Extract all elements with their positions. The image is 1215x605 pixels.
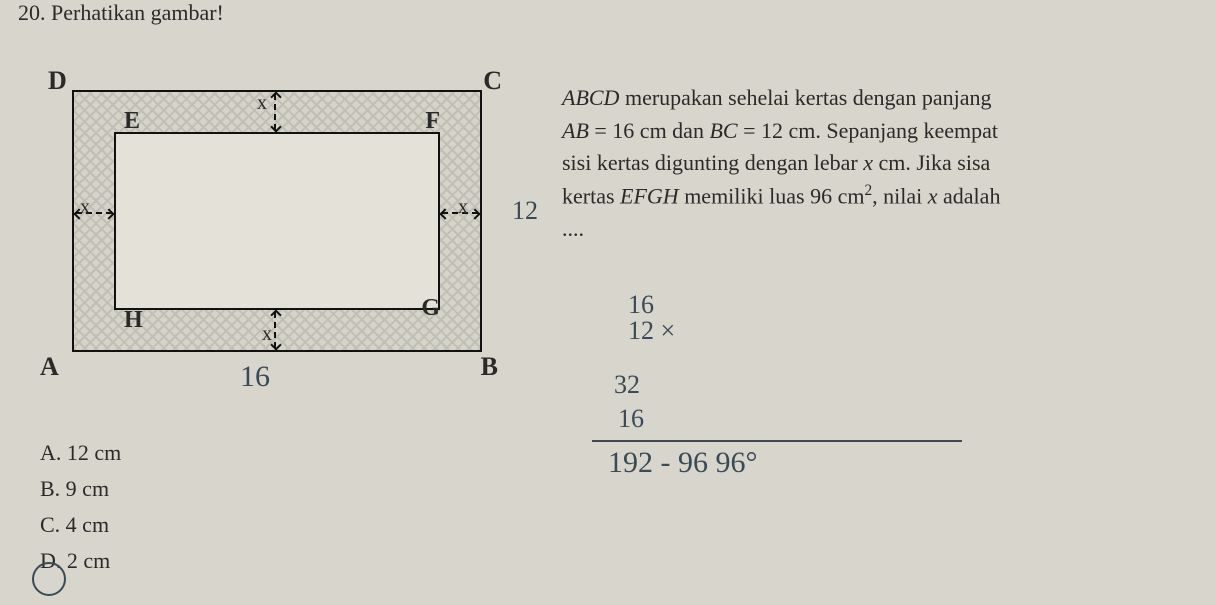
question-header: 20. Perhatikan gambar! — [18, 0, 224, 26]
hand-work-12x: 12 × — [628, 316, 675, 346]
hand-work-32: 32 — [614, 370, 640, 400]
problem-line1: ABCD ABCD merupakan sehelai kertas denga… — [562, 82, 1182, 115]
problem-text: ABCD ABCD merupakan sehelai kertas denga… — [562, 82, 1182, 245]
problem-line5: .... — [562, 213, 1182, 246]
option-b: B. 9 cm — [40, 476, 121, 502]
problem-line4: kertas EFGH memiliki luas 96 cm2, nilai … — [562, 180, 1182, 213]
x-bottom-label: x — [262, 323, 272, 346]
hand-right-12: 12 — [512, 196, 538, 226]
vertex-f: F — [425, 108, 440, 135]
option-a: A. 12 cm — [40, 440, 121, 466]
x-top-label: x — [257, 92, 267, 115]
options: A. 12 cm B. 9 cm C. 4 cm D. 2 cm — [40, 440, 121, 584]
problem-line2: AB = 16 cm dan BC = 12 cm. Sepanjang kee… — [562, 115, 1182, 148]
circled-answer-d — [32, 562, 66, 596]
vertex-h: H — [124, 307, 143, 334]
option-c: C. 4 cm — [40, 512, 121, 538]
vertex-d: D — [48, 66, 67, 96]
question-title: Perhatikan gambar! — [51, 0, 224, 25]
vertex-a: A — [40, 352, 59, 382]
x-right-label: x — [458, 196, 468, 219]
vertex-e: E — [124, 108, 140, 135]
x-bottom-marker — [274, 312, 276, 348]
hand-bottom-16: 16 — [240, 360, 270, 394]
problem-line3: sisi kertas digunting dengan lebar x cm.… — [562, 147, 1182, 180]
x-top-marker — [274, 94, 276, 130]
vertex-g: G — [421, 295, 440, 322]
question-number: 20. — [18, 0, 46, 25]
x-left-label: x — [80, 196, 90, 219]
page: 20. Perhatikan gambar! D C A B E F H G x… — [0, 0, 1215, 605]
vertex-b: B — [481, 352, 498, 382]
hand-work-result: 192 - 96 96° — [608, 446, 758, 480]
inner-rectangle — [114, 132, 440, 310]
hand-work-line — [592, 440, 962, 442]
diagram: D C A B E F H G x x x x — [52, 78, 502, 368]
hand-work-16b: 16 — [618, 404, 644, 434]
vertex-c: C — [483, 66, 502, 96]
